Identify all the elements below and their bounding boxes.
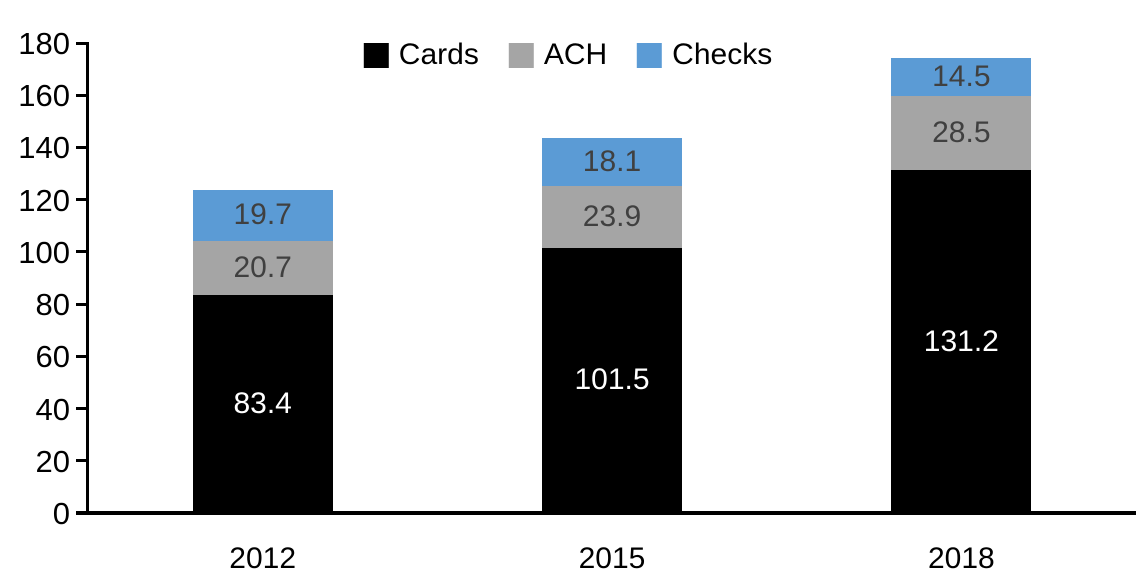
y-axis-tick bbox=[76, 354, 89, 358]
data-label: 131.2 bbox=[923, 324, 999, 358]
bar-segment-2015-cards: 101.5 bbox=[542, 247, 682, 513]
x-axis-category-label: 2012 bbox=[229, 542, 297, 575]
y-axis-line bbox=[86, 43, 89, 515]
legend: Cards ACH Checks bbox=[363, 38, 772, 71]
y-axis-tick-label: 80 bbox=[35, 287, 70, 323]
data-label: 28.5 bbox=[932, 116, 991, 150]
x-axis-category-label: 2018 bbox=[927, 542, 995, 575]
y-axis-tick bbox=[76, 459, 89, 463]
y-axis-tick-label: 140 bbox=[18, 130, 70, 166]
bar-segment-2015-ach: 23.9 bbox=[542, 185, 682, 248]
legend-swatch-checks bbox=[637, 42, 663, 68]
y-axis-tick-label: 60 bbox=[35, 339, 70, 375]
y-axis-tick bbox=[76, 302, 89, 306]
bar-segment-2015-checks: 18.1 bbox=[542, 138, 682, 186]
data-label: 19.7 bbox=[233, 198, 292, 232]
y-axis-tick-label: 40 bbox=[35, 391, 70, 427]
legend-swatch-ach bbox=[508, 42, 534, 68]
legend-label: Cards bbox=[398, 38, 479, 71]
x-axis-line bbox=[76, 511, 1136, 515]
y-axis-tick bbox=[76, 41, 89, 45]
data-label: 18.1 bbox=[582, 144, 642, 178]
y-axis-tick-label: 20 bbox=[35, 443, 70, 479]
bar-segment-2018-cards: 131.2 bbox=[891, 170, 1032, 513]
y-axis-tick-label: 100 bbox=[18, 234, 70, 270]
y-axis-tick bbox=[76, 407, 89, 411]
y-axis-tick-label: 180 bbox=[18, 26, 70, 61]
legend-label: ACH bbox=[543, 38, 608, 71]
data-label: 83.4 bbox=[233, 387, 292, 421]
y-axis-tick bbox=[76, 145, 89, 149]
y-axis-tick bbox=[76, 198, 89, 202]
legend-item-cards: Cards bbox=[363, 38, 479, 71]
y-axis-tick bbox=[76, 511, 89, 515]
y-axis-tick-label: 0 bbox=[52, 496, 70, 531]
legend-item-ach: ACH bbox=[508, 38, 608, 71]
data-label: 20.7 bbox=[233, 251, 292, 285]
legend-label: Checks bbox=[672, 38, 773, 71]
data-label: 14.5 bbox=[932, 60, 991, 94]
y-axis-tick-label: 120 bbox=[18, 182, 70, 218]
bar-segment-2018-ach: 28.5 bbox=[891, 96, 1032, 171]
legend-item-checks: Checks bbox=[637, 40, 772, 70]
y-axis-tick bbox=[76, 250, 89, 254]
bar-segment-2012-checks: 19.7 bbox=[192, 189, 333, 242]
bar-segment-2018-checks: 14.5 bbox=[891, 58, 1032, 96]
bar-segment-2012-ach: 20.7 bbox=[192, 241, 333, 296]
data-label: 101.5 bbox=[574, 363, 650, 397]
x-axis-category-label: 2015 bbox=[578, 542, 646, 575]
bar-segment-2012-cards: 83.4 bbox=[192, 295, 333, 513]
legend-swatch-cards bbox=[363, 42, 389, 68]
y-axis-tick bbox=[76, 93, 89, 97]
data-label: 23.9 bbox=[582, 199, 642, 233]
y-axis-tick-label: 160 bbox=[18, 78, 70, 114]
